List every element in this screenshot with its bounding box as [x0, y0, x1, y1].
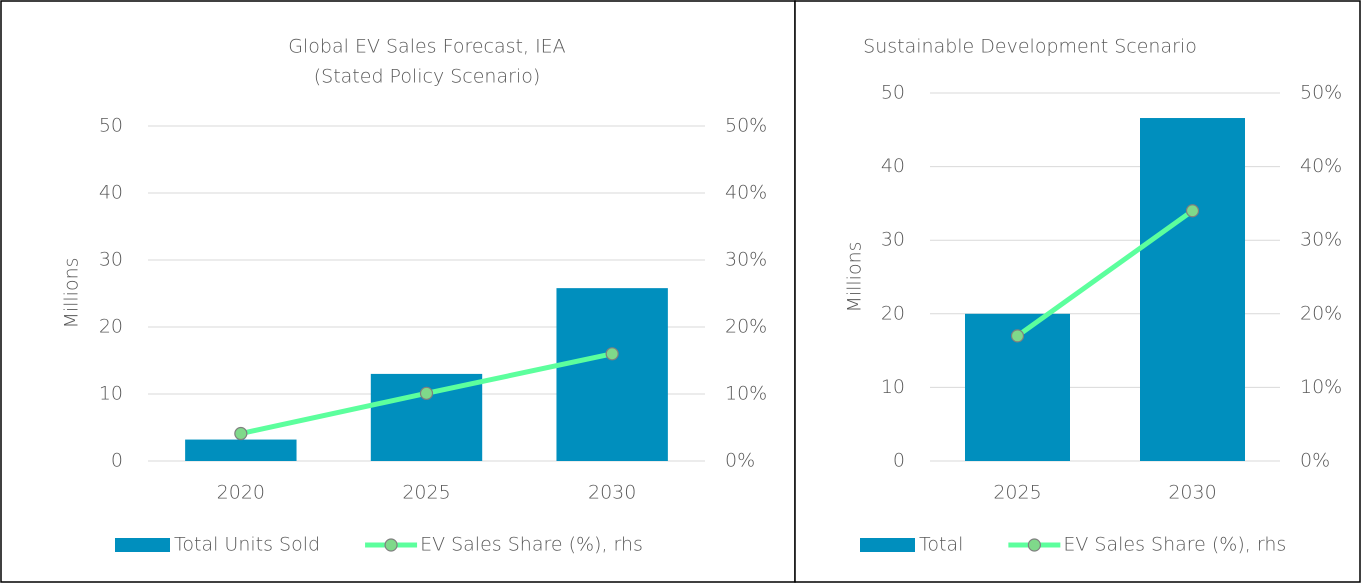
- y2-tick-label: 0%: [1300, 450, 1330, 472]
- y2-tick-label: 10%: [1300, 376, 1342, 398]
- marker: [1010, 329, 1025, 343]
- bar: [185, 439, 297, 461]
- legend-swatch: [860, 538, 915, 552]
- y2-tick-label: 30%: [1300, 229, 1342, 251]
- x-tick-label: 2025: [993, 482, 1041, 504]
- y-tick-label: 40: [99, 182, 123, 204]
- y2-tick-label: 0%: [725, 450, 755, 472]
- chart-title: (Stated Policy Scenario): [314, 66, 541, 88]
- legend-label: Total Units Sold: [174, 534, 320, 556]
- x-tick-label: 2025: [402, 482, 450, 504]
- legend-marker: [1027, 538, 1041, 552]
- legend-swatch: [115, 538, 170, 552]
- legend-marker: [384, 538, 398, 552]
- y2-tick-label: 30%: [725, 249, 767, 271]
- y2-tick-label: 50%: [725, 115, 767, 137]
- y2-tick-label: 20%: [1300, 302, 1342, 324]
- y-tick-label: 10: [881, 376, 905, 398]
- marker: [234, 426, 248, 441]
- y-axis-label: Millions: [844, 241, 866, 312]
- y-tick-label: 20: [881, 302, 905, 324]
- x-tick-label: 2020: [217, 482, 265, 504]
- line: [1016, 208, 1194, 338]
- y2-tick-label: 40%: [725, 182, 767, 204]
- y-tick-label: 0: [893, 450, 905, 472]
- y-tick-label: 30: [99, 249, 123, 271]
- y2-tick-label: 40%: [1300, 155, 1342, 177]
- y2-tick-label: 50%: [1300, 82, 1342, 104]
- x-tick-label: 2030: [588, 482, 636, 504]
- y-tick-label: 30: [881, 229, 905, 251]
- legend-label: EV Sales Share (%), rhs: [420, 534, 643, 556]
- legend-label: Total: [919, 534, 963, 556]
- marker: [1185, 204, 1200, 218]
- y2-tick-label: 10%: [725, 383, 767, 405]
- y-tick-label: 20: [99, 316, 123, 338]
- bar: [1140, 118, 1245, 462]
- marker: [605, 347, 619, 361]
- y-tick-label: 50: [99, 115, 123, 137]
- panel-border: [0, 0, 796, 583]
- bar: [556, 288, 668, 461]
- legend-label: EV Sales Share (%), rhs: [1063, 534, 1286, 556]
- marker: [419, 386, 434, 400]
- y-tick-label: 50: [881, 82, 905, 104]
- y-axis-label: Millions: [61, 257, 83, 328]
- y-tick-label: 0: [111, 450, 123, 472]
- x-tick-label: 2030: [1168, 482, 1216, 504]
- y-tick-label: 10: [99, 383, 123, 405]
- y-tick-label: 40: [881, 155, 905, 177]
- chart-title: Global EV Sales Forecast, IEA: [288, 36, 565, 58]
- chart-title: Sustainable Development Scenario: [863, 36, 1197, 58]
- y2-tick-label: 20%: [725, 316, 767, 338]
